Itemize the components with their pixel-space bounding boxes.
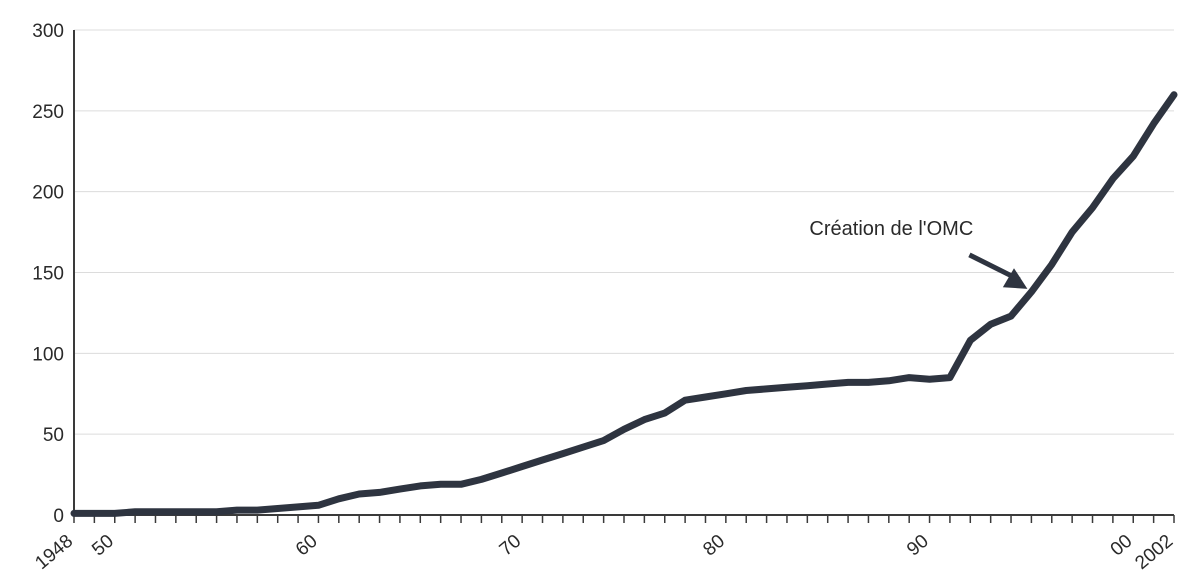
y-tick-labels: 0 50 100 150 200 250 300: [32, 21, 64, 527]
x-tick-label: 50: [88, 531, 118, 561]
annotation-label: Création de l'OMC: [809, 218, 973, 240]
y-tick-label: 100: [32, 344, 64, 365]
y-tick-label: 250: [32, 102, 64, 123]
x-tick-label: 70: [496, 531, 526, 561]
series-line: [70, 91, 1178, 517]
grid: [74, 29, 1174, 435]
y-tick-label: 300: [32, 21, 64, 42]
y-tick-label: 150: [32, 264, 64, 285]
x-tick-label: 00: [1107, 531, 1137, 561]
x-tick-label: 80: [699, 531, 729, 561]
y-tick-label: 50: [43, 425, 64, 446]
x-tick-label: 2002: [1131, 531, 1177, 574]
annotations: Création de l'OMC: [809, 218, 1028, 289]
series: [70, 91, 1178, 517]
axes: [73, 30, 1175, 523]
x-tick-label: 90: [903, 531, 933, 561]
x-tick-label: 60: [292, 531, 322, 561]
y-tick-label: 0: [53, 506, 64, 527]
y-tick-label: 200: [32, 183, 64, 204]
annotation-arrow-head: [1002, 268, 1028, 289]
x-tick-label: 1948: [31, 531, 77, 574]
